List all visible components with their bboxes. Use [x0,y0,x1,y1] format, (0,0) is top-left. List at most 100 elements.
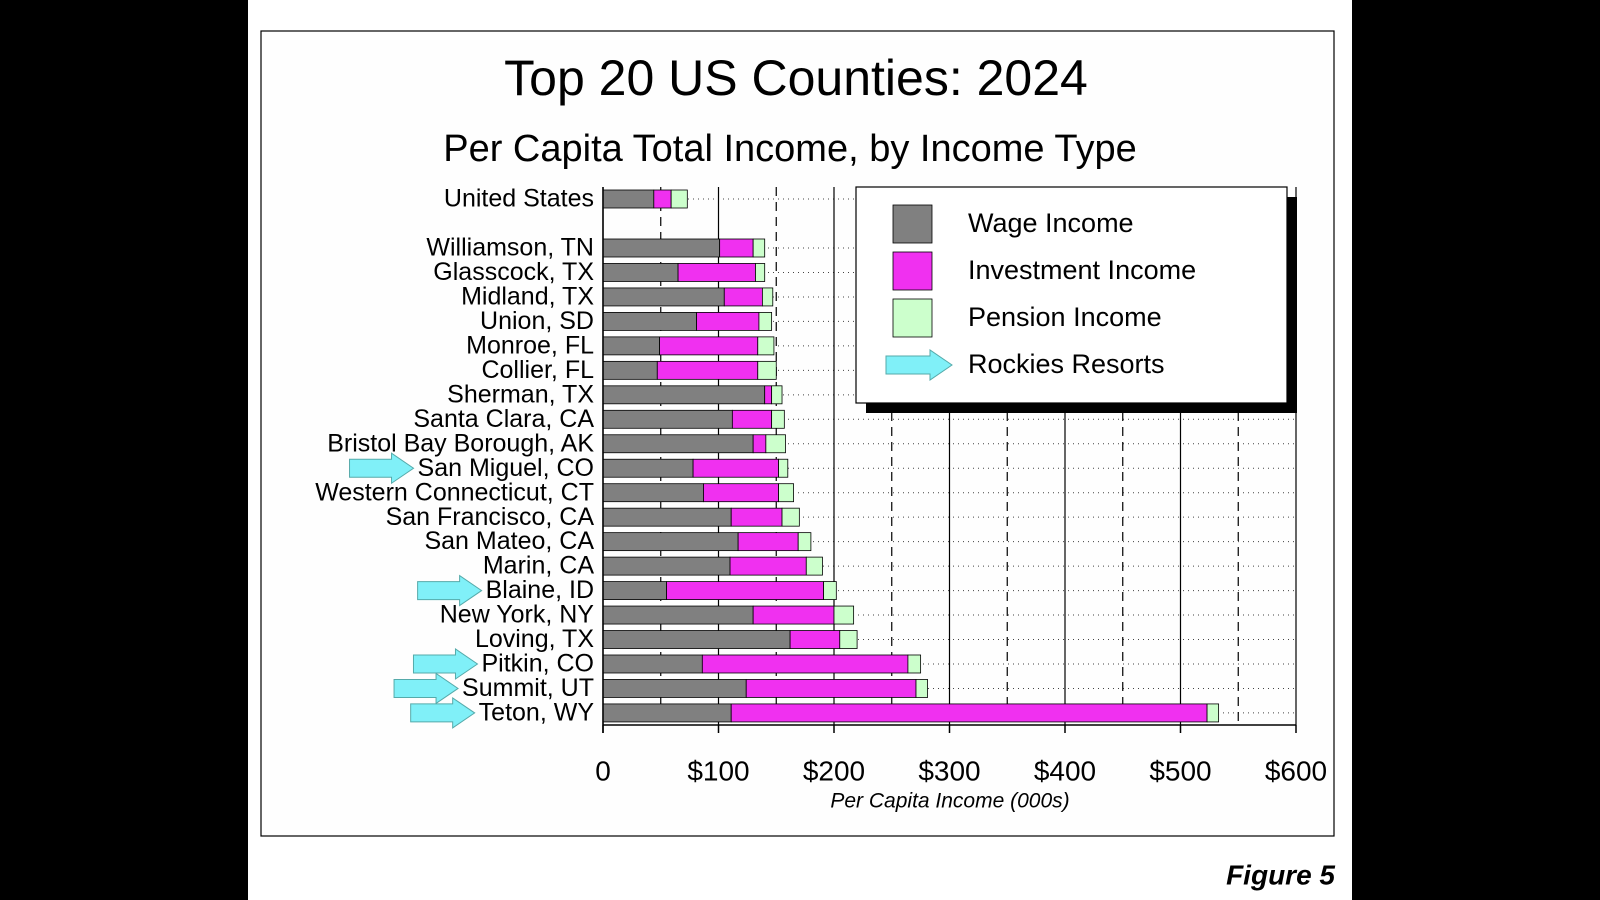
bar-segment [758,312,773,331]
category-label: Monroe, FL [466,331,594,359]
bar-segment [602,507,732,527]
bar-segment [789,630,841,649]
bar-segment [839,630,858,649]
category-label: Collier, FL [481,356,594,384]
bar-segment [755,263,766,282]
resort-arrow [349,452,415,485]
axes: 0 $100 $200 $300 $400 $500 $600 United States Wi… [315,185,1327,787]
bar-segment [602,385,766,405]
x-tick-label: $400 [1034,755,1096,786]
bar-segment [752,238,766,258]
bar-segment [805,556,823,576]
bar-segment [765,434,786,454]
bar-segment [602,189,655,209]
bar-segment [778,483,794,503]
category-label: Pitkin, CO [481,650,594,678]
bar-segment [602,556,731,576]
bar-segment [757,360,777,380]
bar-segment [602,409,733,429]
category-label: Bristol Bay Borough, AK [327,429,594,457]
bar-segment [677,263,756,282]
bar-segment [745,679,917,698]
bar-segment [602,483,704,503]
bar-segment [781,507,800,527]
bar-segment [737,532,799,552]
category-label: Glasscock, TX [433,258,594,286]
bar-segment [719,238,754,258]
resort-arrow [417,574,483,607]
bar-segment [602,360,658,380]
bar-segment [696,312,760,331]
category-label: United States [444,185,594,213]
x-tick-label: $100 [687,755,749,786]
bar-segment [752,605,835,625]
bar-segment [730,507,783,527]
category-label: Summit, UT [462,674,594,702]
bar-segment [602,263,679,282]
legend-label: Investment Income [968,255,1196,285]
bar-segment [602,312,697,331]
category-label: Union, SD [480,307,594,335]
bar-segment [757,336,775,356]
category-label: San Mateo, CA [424,527,594,555]
x-tick-label: $200 [803,755,865,786]
bar-segment [915,679,928,698]
legend-swatch [892,251,933,291]
bar-segment [670,189,688,209]
resort-arrow [393,672,459,705]
x-tick-label: $600 [1265,755,1327,786]
bar-segment [761,287,774,307]
bar-segment [823,581,837,600]
bar-segment [602,336,660,356]
legend-arrow [885,349,953,381]
bar-segment [797,532,812,552]
bar-segment [656,360,759,380]
category-label: Loving, TX [475,625,594,653]
category-label: Western Connecticut, CT [315,478,594,506]
category-label: Williamson, TN [426,234,594,262]
legend-swatch [892,298,933,338]
bar-segment [602,630,791,649]
category-label: Marin, CA [483,552,594,580]
category-label: Sherman, TX [447,380,594,408]
bar-segment [653,189,672,209]
legend: Wage Income Investment Income Pension Inco… [855,186,1297,413]
legend-label: Pension Income [968,302,1162,332]
bars [602,189,1220,723]
category-label: Teton, WY [479,699,595,727]
bar-segment [833,605,855,625]
chart-subtitle: Per Capita Total Income, by Income Type [443,128,1137,170]
bar-segment [602,238,721,258]
bar-segment [602,703,732,723]
bar-segment [731,409,773,429]
legend-label: Wage Income [968,208,1134,238]
legend-swatch [892,204,933,244]
bar-segment [730,703,1208,723]
bar-segment [907,654,922,674]
bar-segment [602,434,754,454]
bar-segment [602,679,747,698]
category-label: New York, NY [440,601,595,629]
category-label: Blaine, ID [486,576,594,604]
category-label: San Miguel, CO [418,454,594,482]
legend-label: Rockies Resorts [968,349,1165,379]
x-tick-label: 0 [595,755,611,786]
x-tick-label: $500 [1149,755,1211,786]
bar-segment [752,434,767,454]
category-label: San Francisco, CA [386,503,595,531]
bar-segment [602,532,739,552]
bar-segment [723,287,763,307]
bar-segment [701,654,909,674]
bar-segment [729,556,807,576]
bar-segment [692,458,779,478]
bar-segment [602,458,694,478]
figure-label: Figure 5 [1226,859,1335,890]
x-axis-label: Per Capita Income (000s) [830,790,1069,813]
bar-segment [764,385,773,405]
bar-segment [778,458,789,478]
bar-segment [602,581,667,600]
resort-arrow [410,696,476,729]
bar-segment [659,336,759,356]
